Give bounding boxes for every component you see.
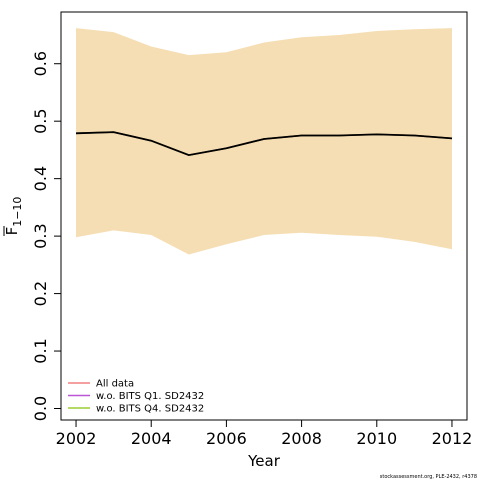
y-tick-label-0.4: 0.4 [31, 166, 50, 191]
confidence-band-layer [76, 28, 452, 255]
estimate-layer [75, 131, 453, 157]
x-axis-title: Year [247, 452, 281, 470]
legend-label-3: w.o. BITS Q4. SD2432 [96, 404, 204, 415]
footer-source: stockassessment.org, PLE-2432, r4378 [380, 474, 477, 480]
y-tick-label-0.3: 0.3 [31, 223, 50, 248]
confidence-band [76, 28, 452, 255]
x-tick-label-2002: 2002 [56, 429, 97, 448]
legend-label-1: All data [96, 379, 134, 390]
y-axis: 0.0 0.1 0.2 0.3 0.4 0.5 0.6 [31, 51, 61, 421]
y-axis-title: F1−10 [3, 197, 24, 236]
x-tick-label-2004: 2004 [131, 429, 172, 448]
x-tick-label-2012: 2012 [432, 429, 473, 448]
y-tick-label-0.2: 0.2 [31, 281, 50, 306]
y-tick-label-0.1: 0.1 [31, 338, 50, 363]
estimate-line [75, 131, 453, 157]
y-axis-title-main: F [3, 227, 21, 236]
x-tick-label-2010: 2010 [356, 429, 397, 448]
x-axis: 2002 2004 2006 2008 2010 2012 [56, 420, 473, 448]
y-tick-label-0.6: 0.6 [31, 51, 50, 76]
y-tick-label-0.0: 0.0 [31, 396, 50, 421]
svg-text:F1−10: F1−10 [3, 197, 24, 236]
x-tick-label-2008: 2008 [281, 429, 322, 448]
x-tick-label-2006: 2006 [206, 429, 247, 448]
y-axis-title-subscript: 1−10 [11, 197, 24, 227]
y-tick-label-0.5: 0.5 [31, 108, 50, 133]
legend-label-2: w.o. BITS Q1. SD2432 [96, 391, 204, 402]
plot-frame [60, 11, 468, 421]
